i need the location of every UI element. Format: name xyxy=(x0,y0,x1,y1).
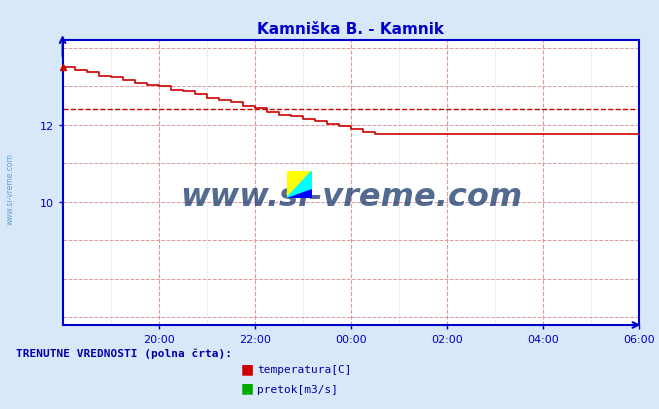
Polygon shape xyxy=(287,189,312,198)
Text: ■: ■ xyxy=(241,361,254,375)
Text: TRENUTNE VREDNOSTI (polna črta):: TRENUTNE VREDNOSTI (polna črta): xyxy=(16,347,233,358)
Text: www.si-vreme.com: www.si-vreme.com xyxy=(5,152,14,224)
Polygon shape xyxy=(287,172,312,198)
Text: www.si-vreme.com: www.si-vreme.com xyxy=(180,182,522,213)
Polygon shape xyxy=(287,172,312,198)
Text: ■: ■ xyxy=(241,381,254,395)
Text: temperatura[C]: temperatura[C] xyxy=(257,364,351,374)
Text: pretok[m3/s]: pretok[m3/s] xyxy=(257,384,338,394)
Title: Kamniška B. - Kamnik: Kamniška B. - Kamnik xyxy=(258,22,444,37)
